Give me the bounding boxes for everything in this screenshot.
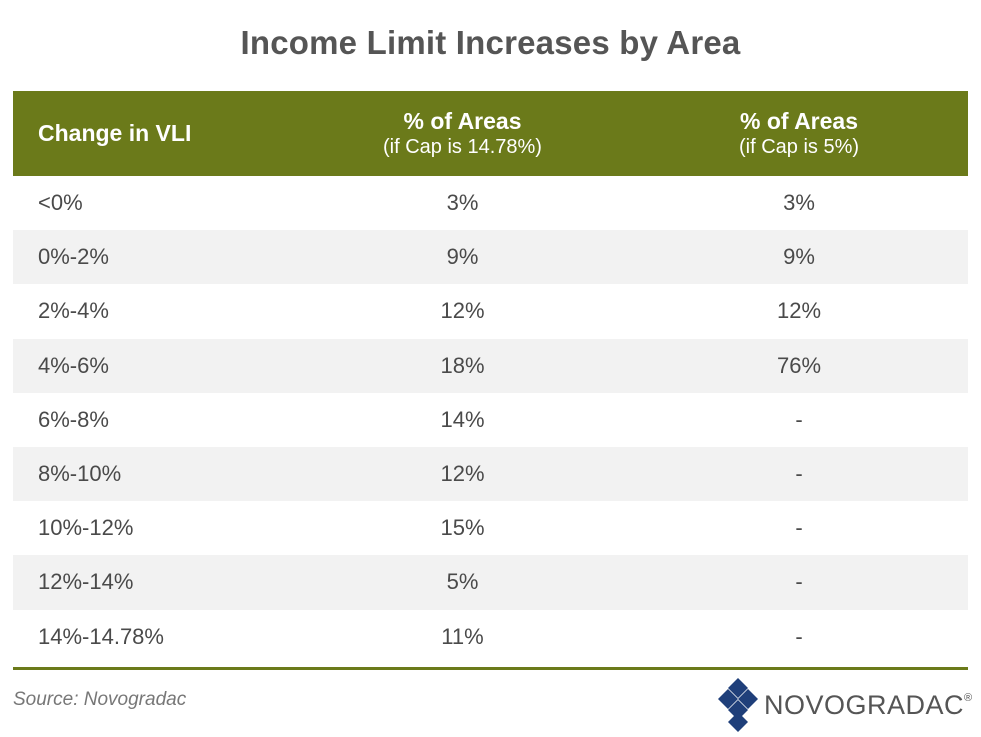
table-row: 6%-8% 14% -	[13, 393, 968, 447]
table-row: 4%-6% 18% 76%	[13, 338, 968, 393]
cell-cap-14-78: 3%	[446, 190, 479, 216]
cell-range: 6%-8%	[38, 406, 109, 432]
cell-cap-14-78: 15%	[440, 515, 485, 541]
cell-cap-14-78: 18%	[440, 352, 485, 378]
table-row: 12%-14% 5% -	[13, 555, 968, 610]
cell-range: 8%-10%	[38, 461, 122, 487]
cell-cap-5: -	[795, 569, 803, 595]
cell-cap-14-78: 11%	[441, 623, 484, 649]
header-cap-5-main: % of Areas	[739, 107, 859, 134]
table-row: 2%-4% 12% 12%	[13, 284, 968, 338]
table-row: <0% 3% 3%	[13, 176, 968, 230]
cell-range: 14%-14.78%	[38, 623, 164, 649]
cell-range: 0%-2%	[38, 244, 109, 270]
table-row: 10%-12% 15% -	[13, 501, 968, 555]
header-cap-5: % of Areas (if Cap is 5%)	[630, 108, 968, 160]
cell-cap-5: -	[795, 461, 803, 487]
cell-range: <0%	[38, 190, 83, 216]
table-row: 0%-2% 9% 9%	[13, 230, 968, 285]
chart-title: Income Limit Increases by Area	[240, 24, 741, 61]
cell-cap-14-78: 12%	[440, 461, 485, 487]
cell-cap-5: 76%	[776, 352, 822, 378]
cell-cap-14-78: 9%	[446, 244, 479, 270]
cell-cap-5: 3%	[783, 190, 815, 216]
logo-wordmark: NOVOGRADAC®	[764, 690, 973, 721]
cell-cap-14-78: 12%	[440, 298, 485, 324]
cell-cap-5: -	[795, 515, 803, 541]
cell-range: 2%-4%	[38, 298, 109, 324]
cell-cap-5: 12%	[776, 298, 822, 324]
table-row: 14%-14.78% 11% -	[13, 610, 968, 664]
header-change-in-vli: Change in VLI	[38, 120, 192, 146]
source-note: Source: Novogradac	[13, 689, 187, 710]
header-cap-5-sub: (if Cap is 5%)	[738, 135, 860, 158]
cell-range: 4%-6%	[38, 352, 109, 378]
cell-cap-5: -	[795, 406, 803, 432]
logo-text: NOVOGRADAC	[764, 689, 965, 720]
table-row: 8%-10% 12% -	[13, 446, 968, 502]
cell-cap-14-78: 14%	[440, 406, 485, 432]
novogradac-logo: NOVOGRADAC®	[718, 678, 973, 732]
data-table: Change in VLI % of Areas (if Cap is 14.7…	[13, 91, 968, 664]
table-header: Change in VLI % of Areas (if Cap is 14.7…	[13, 91, 968, 176]
cell-range: 10%-12%	[38, 515, 134, 541]
header-cap-14-78-sub: (if Cap is 14.78%)	[383, 135, 542, 158]
novogradac-diamond-icon	[718, 678, 758, 732]
registered-mark: ®	[964, 691, 973, 704]
cell-cap-14-78: 5%	[446, 569, 479, 595]
header-cap-14-78: % of Areas (if Cap is 14.78%)	[295, 108, 630, 160]
cell-range: 12%-14%	[38, 569, 134, 595]
table-body: <0% 3% 3% 0%-2% 9% 9% 2%-4% 12% 12% 4%-6…	[13, 176, 968, 664]
header-cap-14-78-main: % of Areas	[403, 107, 522, 134]
cell-cap-5: -	[795, 623, 803, 649]
bottom-divider	[13, 667, 968, 670]
cell-cap-5: 9%	[783, 244, 815, 270]
